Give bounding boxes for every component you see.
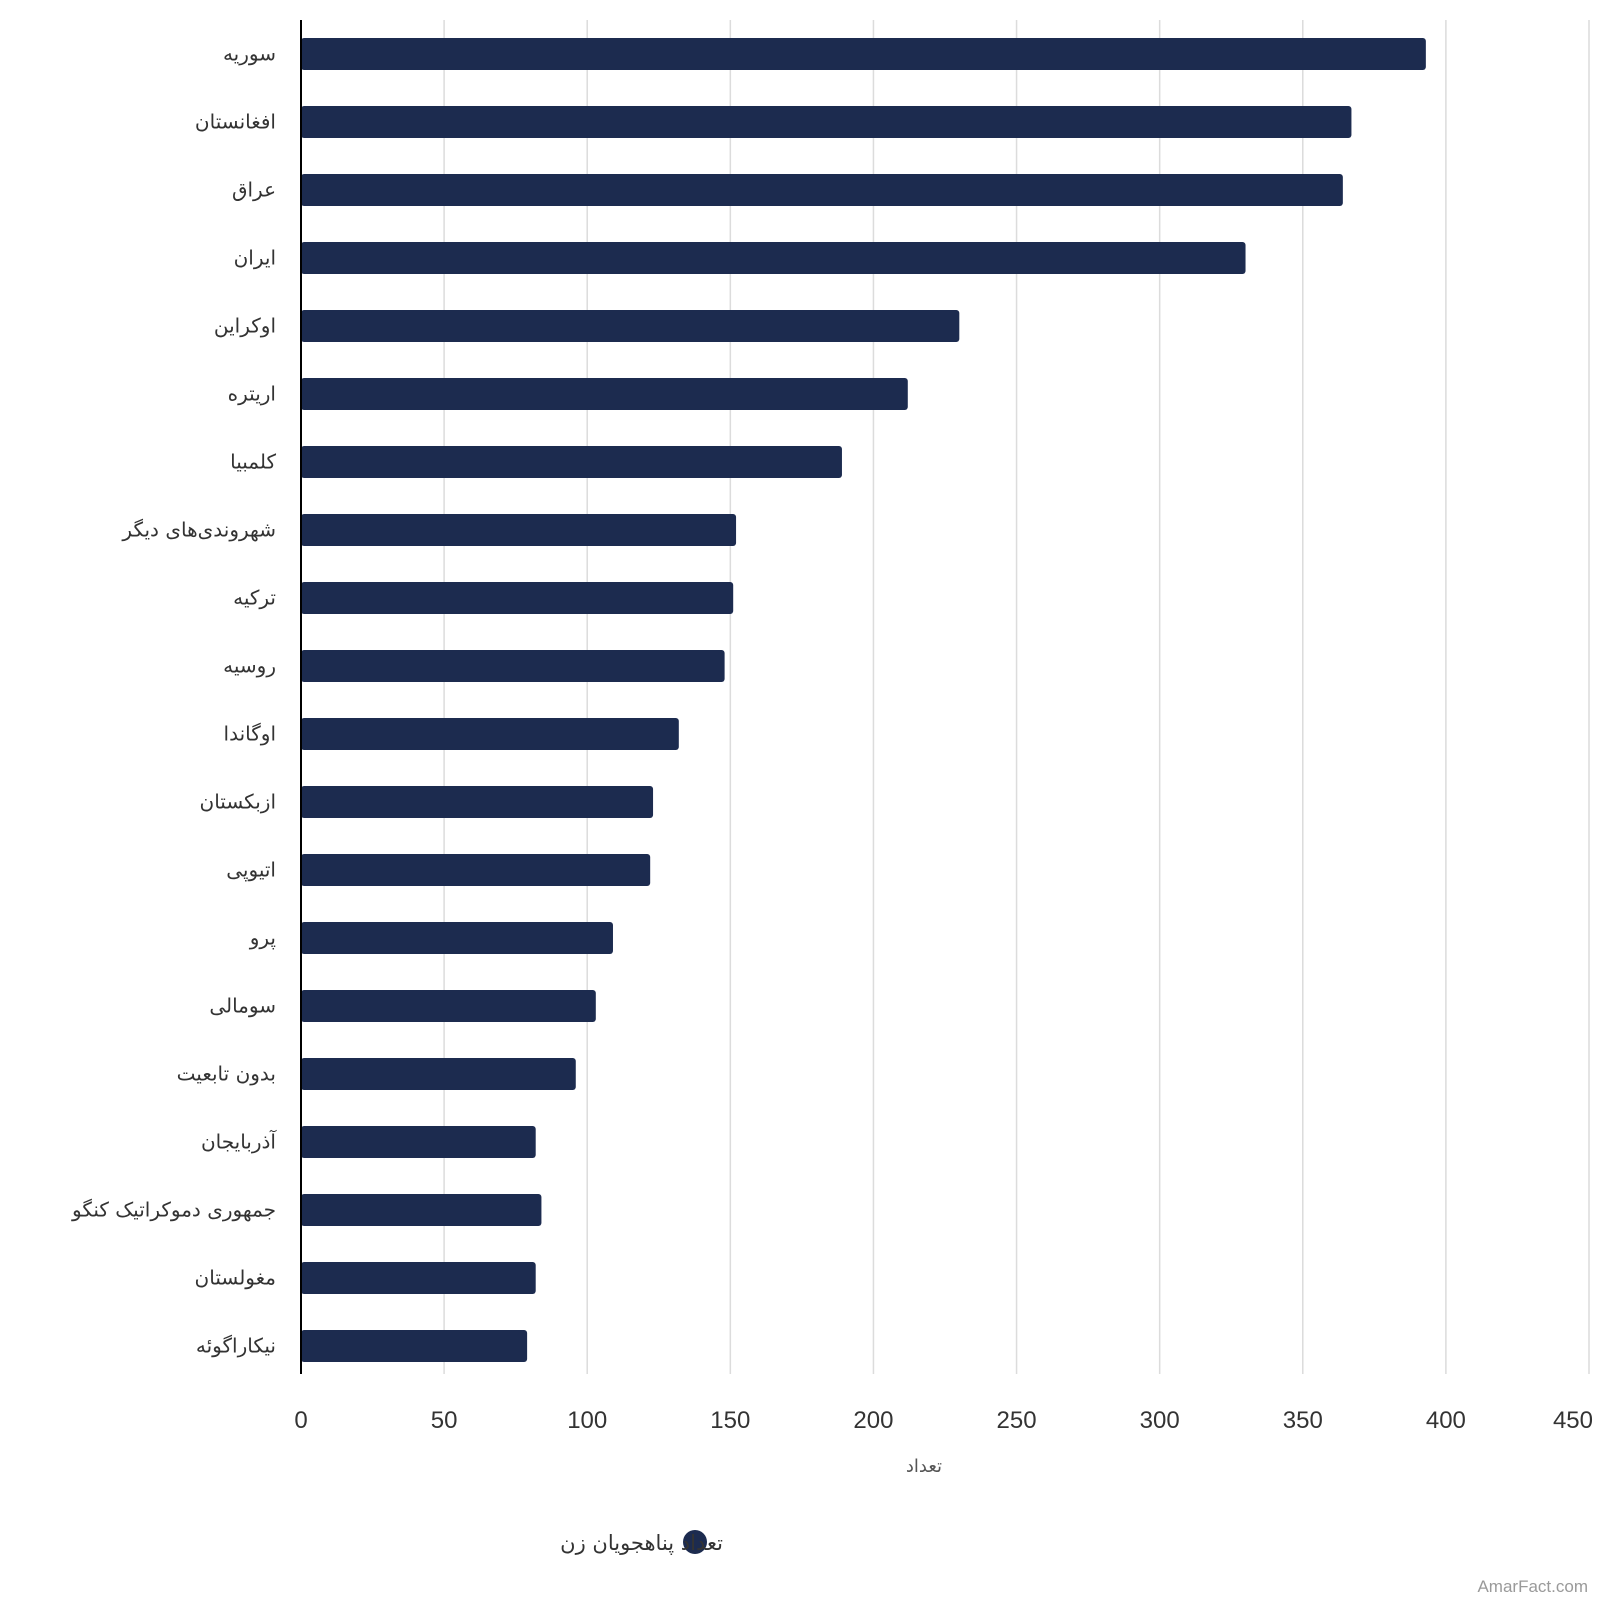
legend-label: تعداد پناهجویان زن (560, 1531, 723, 1555)
category-label: اوکراین (214, 314, 276, 338)
bar (301, 310, 960, 342)
x-tick-label: 250 (997, 1407, 1037, 1434)
gridlines (443, 20, 1590, 1374)
category-label: افغانستان (195, 110, 276, 134)
bar (301, 1262, 536, 1294)
category-label: نیکاراگوئه (196, 1334, 276, 1358)
watermark: AmarFact.com (1477, 1577, 1588, 1596)
category-label: روسیه (223, 654, 276, 678)
category-label: عراق (232, 178, 276, 202)
category-label: سومالی (209, 994, 276, 1018)
bar (301, 106, 1352, 138)
x-axis-title: تعداد (906, 1456, 942, 1477)
bar (301, 1330, 528, 1362)
x-tick-label: 200 (853, 1407, 893, 1434)
category-labels: سوریه افغانستان عراق ایران اوکراین اریتره کلمب… (71, 42, 277, 1358)
category-label: اریتره (228, 382, 276, 406)
category-label: ازبکستان (200, 790, 276, 814)
category-label: جمهوری دموکراتیک کنگو (71, 1198, 276, 1222)
x-tick-label: 300 (1140, 1407, 1180, 1434)
bar (301, 242, 1246, 274)
category-label: پرو (249, 926, 276, 951)
category-label: کلمبیا (230, 450, 276, 474)
x-tick-label: 450 (1553, 1407, 1593, 1434)
bar (301, 650, 725, 682)
bar (301, 718, 679, 750)
bar (301, 38, 1426, 70)
category-label: اتیوپی (226, 858, 276, 883)
bar (301, 1126, 536, 1158)
bars (301, 38, 1426, 1362)
bar (301, 990, 596, 1022)
bar (301, 174, 1343, 206)
x-tick-label: 400 (1426, 1407, 1466, 1434)
category-label: آذربایجان (201, 1129, 277, 1154)
bar (301, 786, 654, 818)
category-label: مغولستان (195, 1266, 276, 1290)
bar (301, 1194, 542, 1226)
bar (301, 582, 734, 614)
legend: تعداد پناهجویان زن (560, 1530, 723, 1555)
category-label: بدون تابعیت (177, 1062, 276, 1086)
category-label: اوگاندا (224, 722, 276, 746)
x-tick-labels: 0 50 100 150 200 250 300 350 400 450 (294, 1407, 1593, 1434)
bar (301, 1058, 576, 1090)
bar (301, 854, 651, 886)
x-tick-label: 50 (431, 1407, 458, 1434)
category-label: ایران (234, 246, 276, 270)
x-tick-label: 150 (710, 1407, 750, 1434)
bar (301, 446, 842, 478)
bar (301, 922, 613, 954)
x-tick-label: 0 (294, 1407, 307, 1434)
category-label: سوریه (223, 42, 276, 66)
category-label: شهروندی‌های دیگر (121, 518, 276, 542)
bar (301, 378, 908, 410)
legend-marker (683, 1530, 707, 1554)
category-label: ترکیه (233, 586, 276, 610)
x-tick-label: 350 (1283, 1407, 1323, 1434)
bar (301, 514, 737, 546)
x-tick-label: 100 (567, 1407, 607, 1434)
